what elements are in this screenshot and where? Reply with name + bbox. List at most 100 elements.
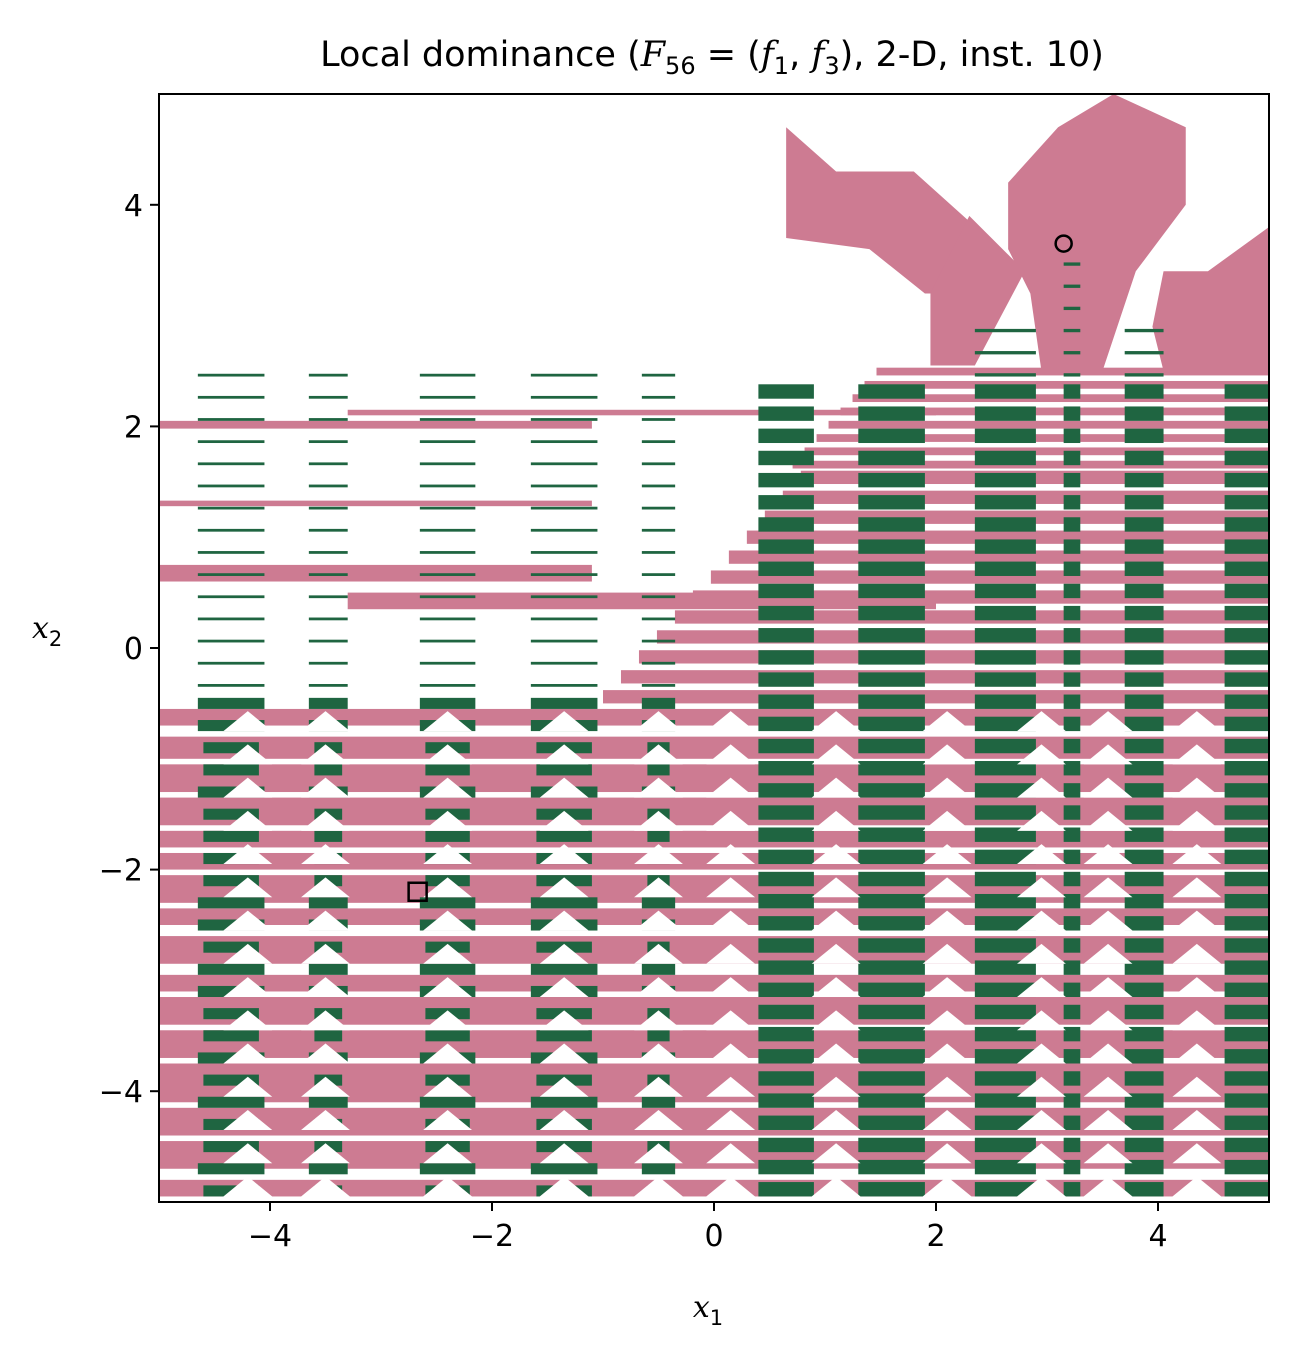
green-stripe bbox=[1124, 849, 1164, 865]
green-stripe bbox=[1224, 982, 1269, 998]
gap-triangle bbox=[811, 1176, 861, 1197]
green-stripe bbox=[974, 1071, 1036, 1086]
gap-triangle bbox=[1083, 943, 1133, 964]
gap-triangle bbox=[706, 744, 756, 765]
green-stripe bbox=[858, 1004, 925, 1020]
gap-triangle bbox=[301, 810, 350, 831]
green-stripe bbox=[203, 742, 259, 754]
green-stripe bbox=[1063, 916, 1081, 931]
gap-triangle bbox=[301, 1010, 350, 1031]
green-stripe bbox=[203, 1008, 259, 1020]
gap-layer bbox=[223, 711, 1222, 1197]
pink-band-left bbox=[159, 420, 592, 429]
green-stripe bbox=[1124, 738, 1164, 754]
green-stripe bbox=[203, 1141, 259, 1153]
green-stripe bbox=[425, 1030, 470, 1042]
green-stripe bbox=[858, 694, 925, 709]
gap-triangle bbox=[634, 943, 683, 964]
gap-triangle bbox=[1083, 977, 1133, 998]
gap-triangle bbox=[811, 1110, 861, 1130]
green-stripe bbox=[758, 783, 814, 798]
green-stripe bbox=[758, 960, 814, 975]
gap-triangle bbox=[301, 910, 350, 931]
y-tick-label: 4 bbox=[124, 189, 143, 224]
green-stripe bbox=[419, 506, 476, 510]
green-stripe bbox=[1063, 1093, 1081, 1108]
green-stripe bbox=[1224, 650, 1269, 665]
green-stripe bbox=[641, 506, 676, 510]
gap-triangle bbox=[1017, 744, 1066, 765]
gap-triangle bbox=[1017, 1043, 1066, 1064]
green-stripe bbox=[536, 764, 592, 776]
green-stripe bbox=[974, 893, 1036, 909]
green-stripe bbox=[1224, 871, 1269, 887]
green-stripe bbox=[530, 440, 598, 444]
green-stripe bbox=[758, 628, 814, 643]
gap-triangle bbox=[706, 1010, 756, 1031]
green-stripe bbox=[1063, 561, 1081, 576]
green-stripe bbox=[974, 1093, 1036, 1108]
green-stripe bbox=[1224, 472, 1269, 488]
gap-triangle bbox=[1172, 1143, 1222, 1164]
gap-triangle bbox=[1017, 711, 1066, 732]
green-stripe bbox=[758, 694, 814, 709]
green-stripe bbox=[1124, 1004, 1164, 1020]
green-stripe bbox=[858, 539, 925, 554]
gap-triangle bbox=[423, 844, 473, 865]
x-tick-label: 2 bbox=[926, 1219, 945, 1254]
gap-triangle bbox=[301, 943, 350, 964]
gap-triangle bbox=[1017, 910, 1066, 931]
gap-triangle bbox=[301, 1076, 350, 1097]
green-stripe bbox=[1224, 1182, 1269, 1197]
green-stripe bbox=[419, 661, 476, 665]
green-stripe bbox=[974, 406, 1036, 421]
green-stripe bbox=[425, 764, 470, 776]
pink-band-upper bbox=[603, 690, 1269, 704]
plot-area bbox=[159, 94, 1269, 1197]
green-stripe bbox=[974, 694, 1036, 709]
gap-triangle bbox=[922, 777, 972, 798]
gap-triangle bbox=[634, 910, 683, 931]
green-stripe bbox=[1124, 384, 1164, 399]
pink-band-upper bbox=[674, 610, 1269, 624]
gap-triangle bbox=[1017, 777, 1066, 798]
green-stripe bbox=[530, 684, 598, 687]
green-stripe bbox=[197, 551, 265, 554]
gap-triangle bbox=[1083, 1176, 1133, 1197]
pink-upper-blob bbox=[930, 215, 1025, 366]
green-stripe bbox=[1224, 517, 1269, 532]
green-stripe bbox=[1124, 628, 1164, 643]
green-stripe bbox=[1063, 849, 1081, 865]
green-stripe bbox=[1224, 539, 1269, 554]
gap-triangle bbox=[922, 1043, 972, 1064]
gap-triangle bbox=[1172, 1176, 1222, 1197]
green-stripe bbox=[197, 595, 265, 599]
green-stripe bbox=[1124, 428, 1164, 444]
gap-triangle bbox=[811, 744, 861, 765]
green-stripe bbox=[974, 628, 1036, 643]
green-stripe bbox=[530, 639, 598, 643]
gap-triangle bbox=[223, 1176, 273, 1197]
gap-triangle bbox=[223, 844, 273, 865]
green-stripe bbox=[758, 1093, 814, 1108]
green-stripe bbox=[974, 738, 1036, 754]
green-stripe bbox=[197, 684, 265, 687]
green-stripe bbox=[758, 893, 814, 909]
gap-triangle bbox=[811, 977, 861, 998]
green-stripe bbox=[1124, 893, 1164, 909]
gap-triangle bbox=[1083, 877, 1133, 898]
green-stripe bbox=[197, 1163, 265, 1175]
pink-upper-blob bbox=[1152, 226, 1269, 371]
green-stripe bbox=[1224, 1049, 1269, 1064]
green-stripe bbox=[536, 1030, 592, 1042]
green-stripe bbox=[858, 406, 925, 421]
green-stripe bbox=[419, 440, 476, 444]
gap-triangle bbox=[811, 844, 861, 865]
green-stripe bbox=[530, 551, 598, 554]
gap-triangle bbox=[1083, 1076, 1133, 1097]
green-stripe bbox=[530, 373, 598, 377]
green-stripe bbox=[641, 963, 676, 975]
green-stripe bbox=[1224, 428, 1269, 444]
gap-triangle bbox=[301, 711, 350, 732]
